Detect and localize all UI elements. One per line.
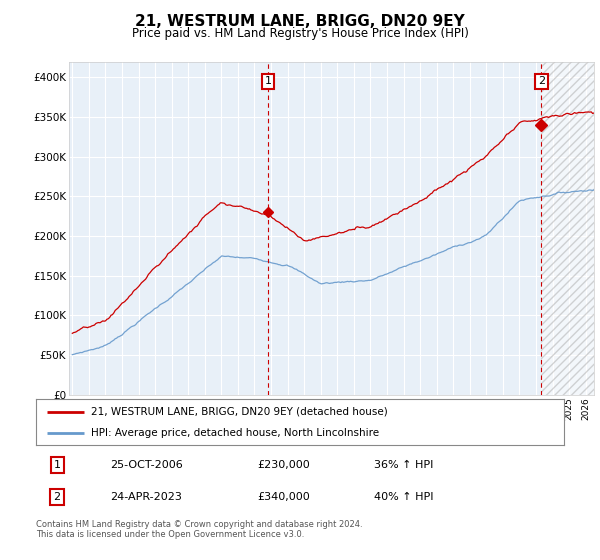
Text: 21, WESTRUM LANE, BRIGG, DN20 9EY (detached house): 21, WESTRUM LANE, BRIGG, DN20 9EY (detac… xyxy=(91,407,388,417)
Text: £340,000: £340,000 xyxy=(258,492,311,502)
Text: 2: 2 xyxy=(538,76,545,86)
Text: Price paid vs. HM Land Registry's House Price Index (HPI): Price paid vs. HM Land Registry's House … xyxy=(131,27,469,40)
Text: 21, WESTRUM LANE, BRIGG, DN20 9EY: 21, WESTRUM LANE, BRIGG, DN20 9EY xyxy=(135,14,465,29)
Text: 1: 1 xyxy=(53,460,61,470)
Text: 1: 1 xyxy=(265,76,272,86)
Text: Contains HM Land Registry data © Crown copyright and database right 2024.
This d: Contains HM Land Registry data © Crown c… xyxy=(36,520,362,539)
Bar xyxy=(541,62,600,395)
Text: 2: 2 xyxy=(53,492,61,502)
Text: 36% ↑ HPI: 36% ↑ HPI xyxy=(374,460,433,470)
Text: 24-APR-2023: 24-APR-2023 xyxy=(110,492,182,502)
Text: 25-OCT-2006: 25-OCT-2006 xyxy=(110,460,182,470)
Text: £230,000: £230,000 xyxy=(258,460,311,470)
Text: HPI: Average price, detached house, North Lincolnshire: HPI: Average price, detached house, Nort… xyxy=(91,428,380,438)
Text: 40% ↑ HPI: 40% ↑ HPI xyxy=(374,492,433,502)
Bar xyxy=(541,62,600,395)
